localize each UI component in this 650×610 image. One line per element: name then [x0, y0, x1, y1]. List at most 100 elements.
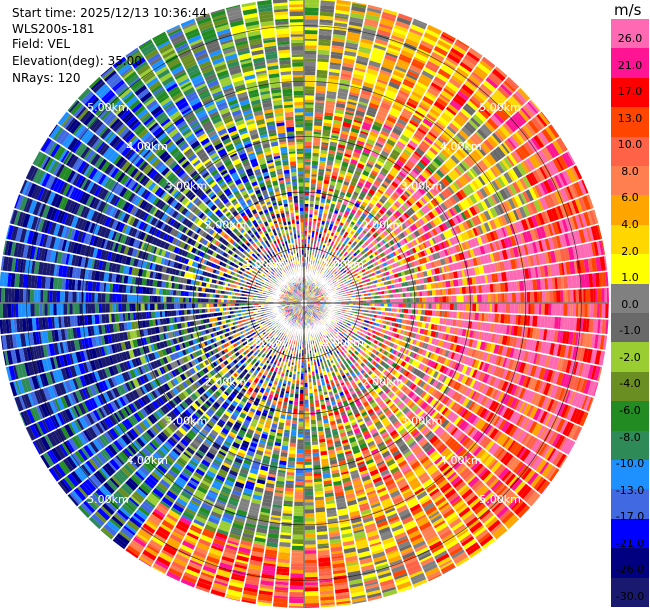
velocity-gate [351, 295, 356, 298]
velocity-gate [324, 299, 328, 301]
velocity-gate [374, 232, 379, 237]
velocity-gate [427, 111, 439, 120]
velocity-gate [357, 258, 362, 262]
velocity-gate [322, 291, 326, 293]
velocity-gate [421, 155, 431, 165]
velocity-gate [320, 361, 324, 366]
velocity-gate [458, 147, 468, 157]
velocity-gate [304, 45, 317, 49]
velocity-gate [365, 75, 376, 82]
velocity-gate [329, 310, 332, 312]
velocity-gate [328, 328, 331, 332]
velocity-gate [304, 225, 308, 228]
velocity-gate [392, 127, 402, 136]
velocity-gate [323, 183, 329, 189]
velocity-gate [304, 206, 309, 211]
velocity-gate [331, 329, 336, 333]
velocity-gate [335, 308, 339, 310]
velocity-gate [315, 275, 318, 279]
velocity-gate [328, 245, 332, 251]
velocity-gate [398, 156, 407, 164]
velocity-gate [363, 81, 375, 89]
velocity-gate [321, 194, 327, 197]
velocity-gate [460, 145, 470, 155]
velocity-gate [575, 303, 579, 317]
velocity-gate [323, 281, 327, 285]
velocity-gate [334, 240, 339, 246]
velocity-gate [365, 232, 372, 238]
velocity-gate [511, 133, 523, 146]
velocity-gate [406, 287, 410, 292]
velocity-gate [393, 294, 398, 298]
velocity-gate [305, 275, 307, 279]
velocity-gate [339, 307, 343, 309]
velocity-gate [375, 35, 389, 43]
velocity-gate [408, 68, 420, 76]
velocity-gate [330, 284, 334, 287]
velocity-gate [321, 267, 324, 272]
velocity-gate [341, 301, 345, 303]
velocity-gate [406, 73, 418, 81]
velocity-gate [377, 110, 388, 118]
velocity-gate [369, 303, 373, 306]
velocity-gate [319, 299, 323, 301]
velocity-gate [520, 292, 525, 303]
velocity-gate [419, 73, 433, 83]
velocity-gate [325, 379, 330, 384]
velocity-gate [420, 207, 428, 215]
velocity-gate [345, 261, 348, 264]
velocity-gate [304, 247, 307, 251]
velocity-gate [331, 51, 343, 56]
velocity-gate [475, 110, 487, 123]
velocity-gate [358, 96, 370, 104]
velocity-gate [306, 291, 307, 295]
velocity-gate [406, 298, 411, 303]
velocity-gate [514, 131, 525, 144]
velocity-gate [324, 310, 327, 312]
velocity-gate [478, 108, 490, 120]
velocity-gate [305, 296, 309, 301]
velocity-gate [318, 30, 332, 36]
velocity-gate [378, 228, 383, 233]
velocity-gate [410, 315, 414, 320]
velocity-gate [318, 269, 320, 272]
velocity-gate [472, 303, 477, 312]
velocity-gate [344, 301, 348, 303]
velocity-gate [468, 119, 479, 130]
velocity-gate [316, 69, 328, 75]
velocity-gate [312, 145, 320, 149]
velocity-gate [333, 308, 336, 309]
velocity-gate [458, 129, 469, 140]
velocity-gate [374, 118, 384, 125]
velocity-gate [389, 110, 399, 118]
velocity-gate [306, 297, 309, 301]
velocity-gate [377, 173, 386, 180]
velocity-gate [391, 204, 398, 211]
velocity-gate [336, 100, 346, 105]
velocity-gate [321, 319, 325, 323]
velocity-gate [440, 149, 451, 159]
velocity-gate [434, 121, 445, 131]
velocity-gate [465, 295, 469, 303]
velocity-gate [339, 194, 345, 199]
velocity-gate [328, 306, 332, 307]
velocity-gate [425, 192, 433, 200]
velocity-gate [310, 291, 313, 294]
velocity-gate [325, 103, 335, 109]
velocity-gate [322, 217, 326, 222]
velocity-gate [348, 215, 353, 220]
velocity-gate [395, 98, 406, 105]
velocity-gate [323, 274, 326, 278]
velocity-gate [347, 188, 354, 194]
velocity-gate [314, 279, 317, 284]
velocity-gate [384, 290, 387, 294]
velocity-gate [381, 126, 391, 134]
velocity-gate [444, 161, 453, 171]
velocity-gate [425, 303, 429, 309]
velocity-gate [354, 189, 360, 194]
velocity-gate [336, 287, 341, 290]
velocity-gate [417, 48, 431, 56]
velocity-gate [364, 167, 371, 173]
velocity-gate [386, 209, 393, 217]
velocity-gate [343, 240, 348, 245]
